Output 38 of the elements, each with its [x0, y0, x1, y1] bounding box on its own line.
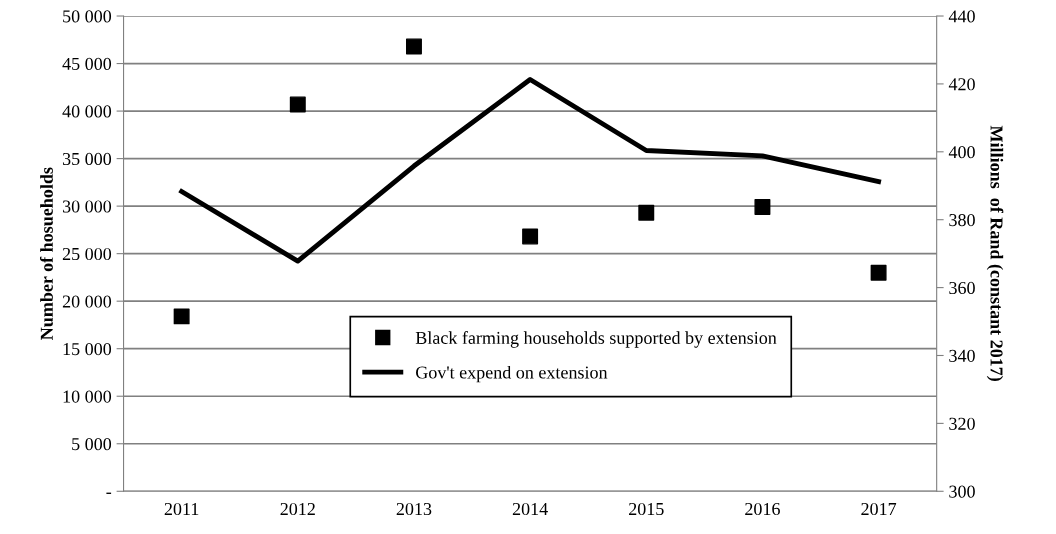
legend-label: Black farming households supported by extension	[415, 331, 777, 348]
y-tick-label: -	[106, 492, 112, 494]
y2-tick-label: 420	[948, 78, 975, 91]
point	[754, 199, 771, 216]
line-series	[179, 77, 882, 264]
y2-tick-label: 400	[948, 146, 975, 159]
y-tick-label: 35 000	[62, 152, 112, 166]
y-tick-label: 5 000	[72, 438, 112, 451]
y-tick-label: 30 000	[62, 200, 112, 213]
y2-tick-label: 320	[949, 417, 975, 430]
legend-label: Gov't expend on extension	[416, 365, 608, 383]
y-tick-label: 25 000	[62, 247, 112, 261]
point	[405, 38, 422, 55]
x-tick-label: 2016	[745, 502, 780, 516]
point	[522, 228, 539, 245]
y2-tick-label: 340	[949, 349, 975, 362]
x-tick-label: 2012	[280, 502, 315, 516]
y-tick-label: 10 000	[63, 390, 112, 403]
x-tick-label: 2013	[396, 502, 432, 516]
y2-axis-title: Millions of Rand (constant 2017)	[986, 125, 1004, 382]
point	[289, 96, 306, 113]
x-tick-label: 2015	[629, 502, 664, 516]
x-tick-label: 2011	[164, 502, 199, 516]
y2-tick-label: 440	[948, 10, 975, 23]
y2-tick-label: 300	[949, 485, 975, 498]
y2-tick-label: 360	[949, 281, 975, 295]
y-tick-label: 40 000	[62, 105, 112, 118]
y-axis-title: Number of hosueholds	[39, 167, 53, 340]
point	[173, 308, 190, 325]
x-tick-label: 2014	[512, 502, 548, 516]
x-tick-label: 2017	[861, 502, 897, 516]
point	[870, 264, 887, 281]
y-tick-label: 20 000	[62, 295, 112, 308]
y2-tick-label: 380	[949, 213, 975, 227]
point	[638, 204, 655, 221]
y-tick-label: 45 000	[62, 57, 112, 70]
y-tick-label: 50 000	[63, 10, 112, 23]
y-tick-label: 15 000	[63, 342, 112, 356]
